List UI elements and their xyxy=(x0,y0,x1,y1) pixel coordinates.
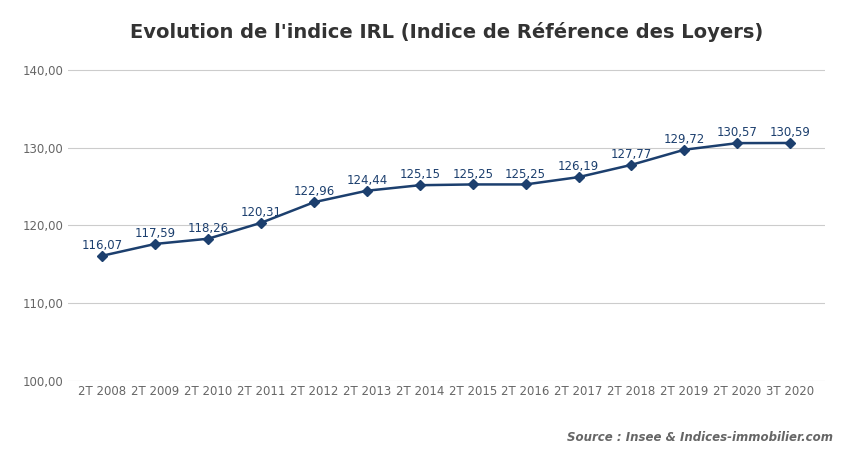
Title: Evolution de l'indice IRL (Indice de Référence des Loyers): Evolution de l'indice IRL (Indice de Réf… xyxy=(129,22,763,42)
Text: 122,96: 122,96 xyxy=(293,185,335,198)
Text: 117,59: 117,59 xyxy=(135,227,176,240)
Text: 129,72: 129,72 xyxy=(664,133,705,146)
Text: 116,07: 116,07 xyxy=(82,239,123,252)
Text: 125,25: 125,25 xyxy=(505,168,546,181)
Text: 130,57: 130,57 xyxy=(717,126,757,139)
Text: 126,19: 126,19 xyxy=(558,160,599,173)
Text: 120,31: 120,31 xyxy=(241,206,281,219)
Text: 118,26: 118,26 xyxy=(188,222,229,235)
Text: 130,59: 130,59 xyxy=(770,126,811,139)
Text: 124,44: 124,44 xyxy=(346,174,388,187)
Text: 127,77: 127,77 xyxy=(611,148,652,161)
Text: 125,15: 125,15 xyxy=(400,169,440,181)
Text: Source : Insee & Indices-immobilier.com: Source : Insee & Indices-immobilier.com xyxy=(567,431,833,444)
Text: 125,25: 125,25 xyxy=(452,168,493,181)
